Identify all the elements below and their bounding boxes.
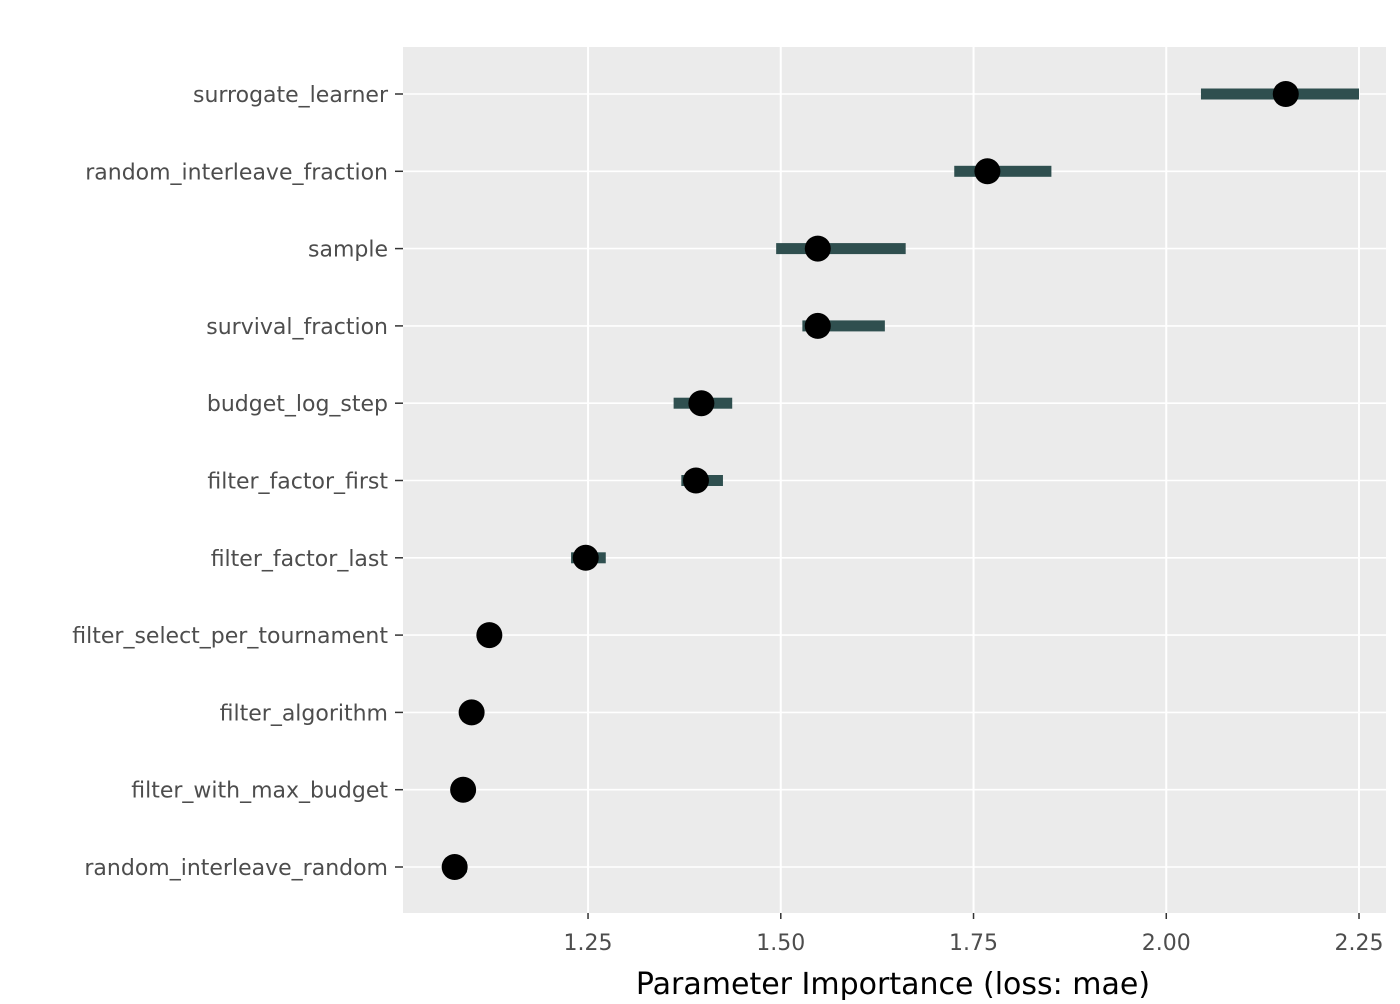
- y-tick-label-filter_algorithm: filter_algorithm: [220, 701, 388, 726]
- point-budget_log_step: [688, 390, 715, 417]
- errorbar-random_interleave_fraction: [954, 165, 1052, 177]
- y-tick-label-filter_select_per_tournament: filter_select_per_tournament: [72, 624, 388, 649]
- x-tick-label: 2.25: [1335, 931, 1384, 956]
- x-axis-title: Parameter Importance (loss: mae): [636, 967, 1150, 1000]
- y-tick-label-filter_with_max_budget: filter_with_max_budget: [131, 779, 388, 804]
- y-tick-label-random_interleave_fraction: random_interleave_fraction: [85, 160, 388, 185]
- x-axis: 1.25 1.50 1.75 2.00 2.25: [564, 913, 1384, 956]
- y-tick-label-sample: sample: [308, 238, 388, 263]
- point-survival_fraction: [804, 312, 831, 339]
- point-filter_select_per_tournament: [476, 622, 503, 649]
- point-filter_factor_first: [682, 467, 709, 494]
- errorbar-survival_fraction: [802, 320, 885, 332]
- point-surrogate_learner: [1272, 81, 1299, 107]
- point-filter_with_max_budget: [450, 776, 477, 803]
- x-tick-label: 1.50: [756, 931, 805, 956]
- x-tick-label: 2.00: [1142, 931, 1191, 956]
- y-tick-label-filter_factor_first: filter_factor_first: [207, 470, 388, 495]
- point-filter_algorithm: [458, 699, 485, 726]
- point-random_interleave_random: [441, 854, 468, 880]
- points: [441, 81, 1299, 880]
- grid-lines: [403, 47, 1386, 913]
- y-tick-label-surrogate_learner: surrogate_learner: [193, 83, 389, 108]
- errorbar-sample: [776, 243, 906, 255]
- y-tick-label-budget_log_step: budget_log_step: [207, 392, 388, 417]
- y-axis: surrogate_learner random_interleave_fract…: [72, 83, 403, 881]
- x-tick-label: 1.75: [949, 931, 998, 956]
- y-tick-label-filter_factor_last: filter_factor_last: [211, 547, 389, 572]
- point-random_interleave_fraction: [974, 158, 1001, 185]
- x-tick-label: 1.25: [564, 931, 613, 956]
- point-filter_factor_last: [572, 544, 599, 571]
- y-tick-label-random_interleave_random: random_interleave_random: [84, 856, 388, 881]
- point-sample: [804, 235, 831, 262]
- y-tick-label-survival_fraction: survival_fraction: [206, 315, 388, 340]
